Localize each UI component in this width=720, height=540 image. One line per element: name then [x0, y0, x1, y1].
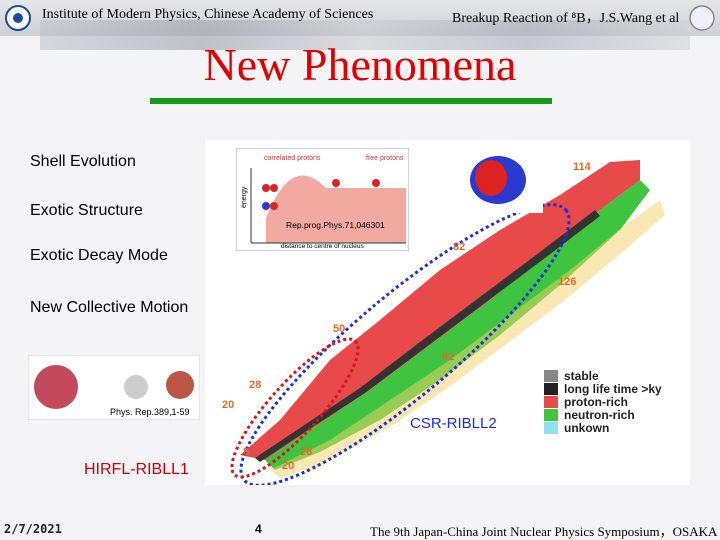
legend-item: long life time >ky — [564, 382, 662, 396]
nuclide-chart: 114 82 126 50 82 28 20 20 28 8 stable lo… — [205, 140, 690, 485]
legend-swatch — [544, 422, 558, 434]
unknown-region — [270, 200, 665, 478]
facility-label: CSR-RIBLL2 — [410, 415, 497, 432]
legend-item: proton-rich — [564, 395, 628, 409]
legend-item: neutron-rich — [564, 408, 635, 422]
magic-number: 50 — [333, 323, 345, 335]
logo — [5, 5, 31, 31]
legend-item: unkown — [564, 421, 609, 435]
legend-swatch — [544, 370, 558, 382]
magic-number: 20 — [222, 399, 234, 411]
nucleus-image — [453, 148, 543, 213]
legend-swatch — [544, 409, 558, 421]
slide-title: New Phenomena — [203, 39, 517, 90]
topic: Exotic Decay Mode — [30, 247, 168, 264]
magic-number: 82 — [442, 351, 454, 363]
topic: Shell Evolution — [30, 153, 136, 170]
legend-swatch — [544, 396, 558, 408]
inset-label: correlated protons — [264, 155, 321, 162]
inset-axis-label: distance to centre of nucleus — [281, 243, 364, 250]
magic-number: 20 — [282, 460, 294, 472]
neutron-rich-region — [265, 180, 650, 470]
banner-photo — [40, 20, 690, 50]
footer-date: 2/7/2021 — [4, 522, 62, 536]
footer-event: The 9th Japan-China Joint Nuclear Physic… — [370, 524, 718, 539]
header-topic: Breakup Reaction of ⁸B，J.S.Wang et al — [452, 11, 680, 26]
magic-number: 8 — [243, 446, 249, 458]
header-institute: Institute of Modern Physics, Chinese Aca… — [42, 7, 374, 22]
magic-number: 114 — [573, 161, 592, 173]
inset-axis-label: energy — [241, 186, 248, 208]
inset-decay: correlated protons free protons energy d… — [236, 148, 409, 251]
ribll1-ellipse — [230, 337, 360, 479]
logo — [689, 5, 715, 31]
footer-page: 4 — [255, 522, 262, 536]
title-underline — [150, 98, 552, 104]
inset-nuclei: Phys. Rep.389,1-59 — [28, 355, 200, 420]
stable-valley — [255, 210, 600, 462]
inset-label: free protons — [366, 155, 404, 162]
facility-label: HIRFL-RIBLL1 — [84, 461, 189, 478]
magic-number: 82 — [453, 241, 465, 253]
magic-number: 126 — [558, 276, 576, 288]
proton-rich-region — [240, 160, 640, 460]
ribll2-ellipse — [239, 203, 571, 485]
magic-number: 28 — [249, 379, 261, 391]
legend-swatch — [544, 383, 558, 395]
magic-number: 28 — [300, 446, 312, 458]
topic: New Collective Motion — [30, 299, 189, 316]
inset-reference: Rep.prog.Phys.71,046301 — [286, 220, 385, 230]
inset-reference: Phys. Rep.389,1-59 — [110, 407, 190, 417]
legend-item: stable — [564, 369, 599, 383]
topic: Exotic Structure — [30, 202, 143, 219]
